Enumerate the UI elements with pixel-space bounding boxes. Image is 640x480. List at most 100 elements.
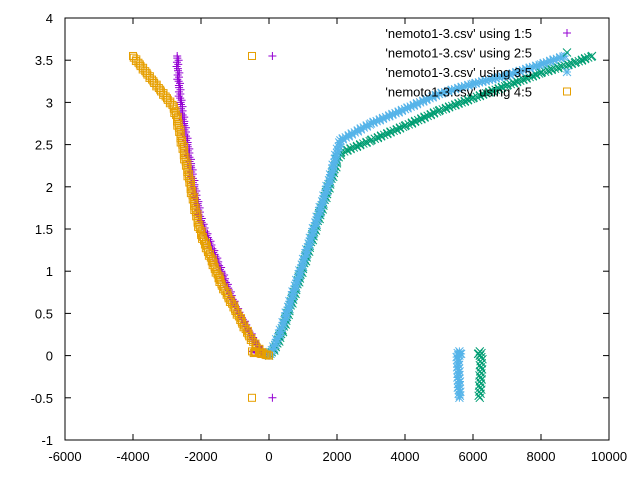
data-point (178, 140, 187, 149)
y-tick-label: -0.5 (31, 391, 53, 406)
data-point (451, 100, 460, 109)
data-point (554, 63, 563, 72)
x-tick-label: 2000 (323, 449, 352, 464)
data-point (178, 144, 187, 153)
data-point (302, 246, 312, 256)
data-point (494, 83, 504, 93)
data-point (359, 123, 369, 132)
data-point (563, 29, 571, 37)
data-point (564, 60, 573, 69)
data-point (453, 348, 463, 358)
x-tick-label: -2000 (184, 449, 217, 464)
data-point (249, 349, 258, 358)
x-tick-label: 4000 (391, 449, 420, 464)
data-point (381, 112, 391, 122)
data-point (181, 161, 190, 170)
data-point (502, 71, 512, 80)
data-point (248, 51, 256, 60)
data-point (475, 91, 485, 100)
data-point (563, 87, 571, 96)
data-point (179, 151, 188, 160)
data-point (429, 108, 439, 117)
data-point (248, 393, 256, 402)
data-point (409, 100, 419, 110)
data-point (552, 54, 562, 64)
data-point (515, 66, 525, 76)
data-point (455, 391, 465, 401)
y-tick-label: 0 (46, 349, 53, 364)
legend-label: 'nemoto1-3.csv' using 3:5 (385, 65, 532, 80)
data-point (281, 314, 291, 323)
data-point (372, 116, 382, 126)
y-tick-label: 2.5 (35, 138, 53, 153)
data-point (485, 87, 494, 97)
data-point (293, 277, 302, 287)
data-point (545, 56, 555, 66)
data-point (268, 51, 277, 60)
y-tick-label: -1 (41, 433, 53, 448)
data-point (420, 112, 429, 122)
data-point (481, 88, 491, 98)
data-point (522, 64, 531, 74)
data-point (190, 193, 199, 202)
data-point (425, 93, 434, 103)
data-point (275, 331, 285, 340)
data-point (403, 103, 412, 112)
data-point (434, 89, 444, 99)
data-point (550, 64, 560, 74)
data-point (316, 204, 326, 214)
data-point (181, 157, 190, 166)
data-point (175, 79, 184, 88)
data-point (289, 289, 299, 298)
data-point (191, 203, 200, 212)
data-point (525, 72, 535, 82)
data-point (181, 153, 190, 162)
data-point (447, 85, 457, 95)
data-point (186, 184, 195, 193)
data-point (282, 310, 292, 319)
series-layer (129, 51, 597, 403)
data-point (388, 109, 397, 119)
data-point (172, 111, 181, 120)
data-point (562, 48, 572, 57)
data-point (174, 119, 183, 128)
data-point (453, 383, 463, 392)
data-point (466, 94, 476, 104)
data-point (171, 106, 180, 115)
data-point (460, 96, 470, 106)
data-point (177, 96, 186, 105)
data-point (185, 174, 194, 183)
data-point (560, 61, 570, 71)
data-point (500, 81, 510, 91)
y-axis: -1 -0.5 0 0.5 1 1.5 2 2.5 3 3.5 4 (31, 11, 609, 448)
data-point (453, 354, 463, 364)
data-point (188, 187, 197, 196)
data-point (539, 58, 549, 68)
data-point (519, 74, 528, 84)
x-tick-label: 8000 (527, 449, 556, 464)
data-point (306, 235, 316, 245)
legend-marker (562, 67, 572, 77)
data-point (344, 131, 354, 140)
data-point (338, 134, 348, 143)
legend-label: 'nemoto1-3.csv' using 2:5 (385, 46, 532, 61)
data-point (188, 195, 197, 204)
data-point (332, 148, 342, 158)
data-point (528, 62, 538, 72)
data-point (457, 98, 467, 107)
y-tick-label: 3 (46, 95, 53, 110)
data-point (315, 208, 325, 218)
data-point (250, 347, 259, 356)
data-point (353, 126, 363, 135)
data-point (506, 79, 516, 89)
data-point (279, 319, 289, 329)
data-point (178, 136, 187, 145)
data-point (397, 105, 407, 115)
data-point (505, 69, 515, 79)
data-point (515, 76, 525, 85)
x-tick-label: -6000 (48, 449, 81, 464)
data-point (179, 142, 188, 151)
data-point (188, 191, 197, 200)
data-point (395, 123, 405, 132)
